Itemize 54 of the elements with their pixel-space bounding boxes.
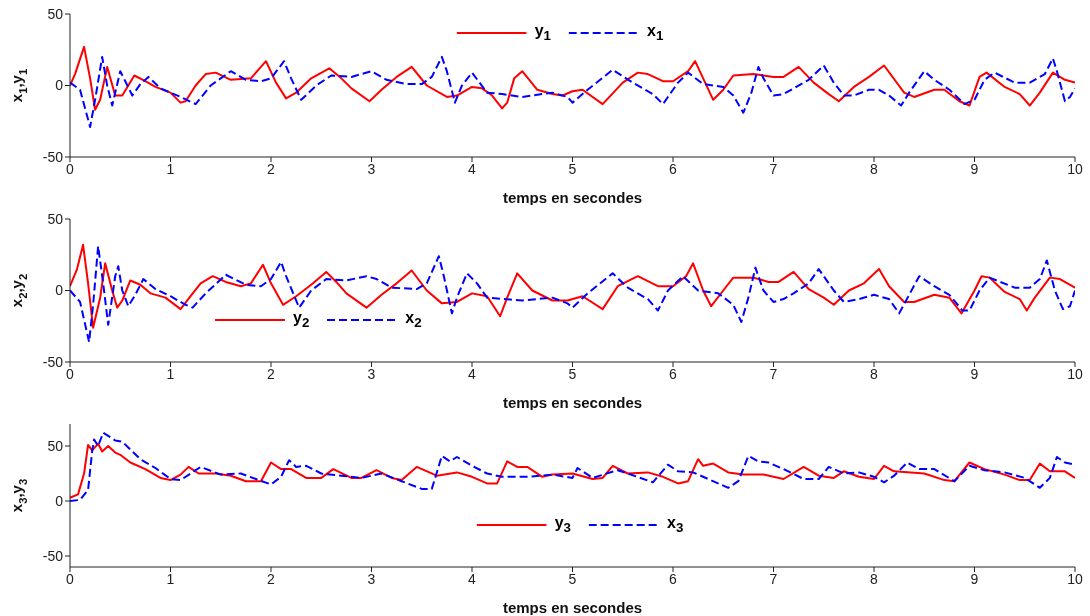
- line-series: [70, 245, 1075, 343]
- x-tick-label: 7: [769, 365, 778, 382]
- y-tick-label: 50: [47, 210, 64, 227]
- line-series: [70, 45, 1075, 111]
- x-tick-label: 8: [870, 570, 879, 587]
- x-tick-label: 7: [769, 160, 778, 177]
- x-tick-label: 0: [66, 160, 75, 177]
- y-tick-label: -50: [42, 353, 64, 370]
- x-tick-label: 2: [267, 570, 276, 587]
- legend-label: x$_{1}$: [647, 22, 664, 44]
- x-tick-label: 4: [468, 160, 477, 177]
- y-tick-label: -50: [42, 148, 64, 165]
- x-tick-label: 7: [769, 570, 778, 587]
- x-tick-label: 4: [468, 570, 477, 587]
- y-tick-label: 50: [47, 5, 64, 22]
- x-tick-label: 10: [1067, 570, 1083, 587]
- x-tick-label: 10: [1067, 160, 1083, 177]
- y-tick-label: -50: [42, 547, 64, 564]
- legend-label: y$_{3}$: [554, 514, 571, 536]
- x-tick-label: 3: [367, 160, 376, 177]
- x-tick-label: 1: [166, 365, 175, 382]
- x-tick-label: 0: [66, 570, 75, 587]
- x-tick-label: 8: [870, 365, 879, 382]
- legend-label: x$_{3}$: [667, 514, 684, 536]
- y-tick-label: 0: [55, 282, 64, 299]
- line-series: [70, 431, 1075, 502]
- x-tick-label: 5: [568, 365, 577, 382]
- x-tick-label: 9: [970, 570, 979, 587]
- x-tick-label: 3: [367, 365, 376, 382]
- x-tick-label: 1: [166, 570, 175, 587]
- x-tick-label: 10: [1067, 365, 1083, 382]
- y-tick-label: 0: [55, 492, 64, 509]
- x-tick-label: 6: [669, 160, 678, 177]
- x-tick-label: 8: [870, 160, 879, 177]
- line-series: [70, 55, 1075, 128]
- x-tick-label: 5: [568, 160, 577, 177]
- x-tick-label: 9: [970, 365, 979, 382]
- x-tick-label: 9: [970, 160, 979, 177]
- x-tick-label: 2: [267, 365, 276, 382]
- x-tick-label: 3: [367, 570, 376, 587]
- x-tick-label: 0: [66, 365, 75, 382]
- x-tick-label: 6: [669, 365, 678, 382]
- legend-label: y$_{2}$: [293, 309, 310, 331]
- legend-label: x$_{2}$: [405, 309, 422, 331]
- y-tick-label: 0: [55, 77, 64, 94]
- x-tick-label: 2: [267, 160, 276, 177]
- x-tick-label: 5: [568, 570, 577, 587]
- x-tick-label: 4: [468, 365, 477, 382]
- line-series: [70, 243, 1075, 329]
- x-tick-label: 6: [669, 570, 678, 587]
- line-series: [70, 442, 1075, 499]
- legend-label: y$_{1}$: [534, 22, 551, 44]
- x-tick-label: 1: [166, 160, 175, 177]
- y-tick-label: 50: [47, 437, 64, 454]
